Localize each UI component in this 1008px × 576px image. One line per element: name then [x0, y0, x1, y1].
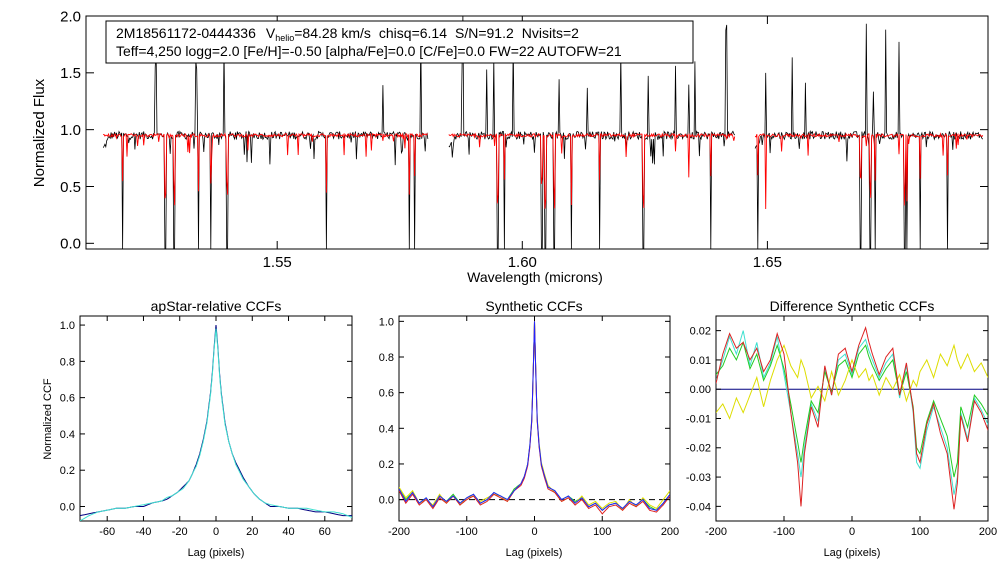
x-tick-label: -60 [99, 526, 115, 538]
vhelio-label: V [266, 25, 276, 41]
y-tick-label: 0.01 [690, 355, 711, 367]
apstar-ccf-frame [79, 315, 353, 522]
x-tick-label: 40 [282, 526, 294, 538]
x-tick-label: 60 [319, 526, 331, 538]
synthetic-ccf-frame [398, 315, 671, 522]
stellar-params-line: Teff=4,250 logg=2.0 [Fe/H]=-0.50 [alpha/… [116, 43, 622, 59]
y-tick-label: -0.01 [686, 413, 711, 425]
x-tick-label: 1.60 [508, 254, 537, 271]
y-tick-label: 1.0 [60, 122, 81, 139]
spectrum-ylabel: Normalized Flux [31, 78, 48, 187]
spectrum-xlabel: Wavelength (microns) [467, 269, 603, 285]
info-box-frame [105, 20, 694, 64]
spectrum-axes: 1.55 1.60 1.65 0.0 0.5 1.0 1.5 2.0 [60, 8, 988, 271]
x-tick-label: 100 [593, 526, 611, 538]
y-tick-label: 0.0 [60, 501, 75, 513]
snr-value: S/N=91.2 [455, 25, 514, 41]
apstar-ccf-panel: apStar-relative CCFs Lag (pixels) Normal… [42, 298, 353, 559]
synthetic-ccf-axes: -200 -100 0 100 200 0.0 0.2 0.4 0.6 0.8 1.0 [379, 316, 679, 538]
x-tick-label: 1.55 [263, 254, 292, 271]
difference-ccf-frame [715, 315, 989, 522]
chisq-value: chisq=6.14 [379, 25, 447, 41]
y-tick-label: -0.03 [686, 472, 711, 484]
ccf-series-red [399, 321, 670, 515]
x-tick-label: 200 [979, 526, 997, 538]
y-tick-label: 0.4 [379, 423, 394, 435]
vhelio-value: =84.28 km/s [294, 25, 371, 41]
y-tick-label: 0.02 [690, 326, 711, 338]
ccf-series-green [716, 340, 988, 478]
x-tick-label: 1.65 [753, 254, 782, 271]
y-tick-label: 0.00 [690, 384, 711, 396]
apstar-ccf-series [80, 325, 352, 521]
synthetic-ccf-xlabel: Lag (pixels) [506, 547, 563, 559]
y-tick-label: 0.5 [60, 179, 81, 196]
y-tick-label: 0.6 [60, 393, 75, 405]
x-tick-label: 100 [911, 526, 929, 538]
y-tick-label: 1.0 [379, 316, 394, 328]
x-tick-label: -40 [136, 526, 152, 538]
ccf-series-yellow [399, 321, 670, 512]
y-tick-label: 0.2 [379, 459, 394, 471]
y-tick-label: 2.0 [60, 8, 81, 25]
y-tick-label: 0.4 [60, 429, 75, 441]
spectrum-model-chip-3 [754, 132, 984, 210]
ccf-series-green [399, 321, 670, 511]
ccf-series-yellow [716, 343, 988, 420]
y-tick-label: 0.2 [60, 465, 75, 477]
synthetic-ccf-title: Synthetic CCFs [485, 298, 582, 314]
difference-ccf-axes: -200 -100 0 100 200 -0.04 -0.03 -0.02 -0.01 0.00 0… [686, 316, 997, 538]
ccf-series-red [716, 326, 988, 510]
spectrum-observed-chip-1 [102, 33, 429, 249]
x-tick-label: -20 [172, 526, 188, 538]
y-tick-label: 0.6 [379, 388, 394, 400]
x-tick-label: 20 [246, 526, 258, 538]
y-tick-label: 0.8 [379, 352, 394, 364]
x-tick-label: 0 [213, 526, 219, 538]
vhelio-subscript: helio [275, 33, 294, 43]
synthetic-ccf-series [399, 321, 670, 515]
ccf-series-cyan [716, 330, 988, 495]
y-tick-label: -0.04 [686, 501, 711, 513]
difference-ccf-panel: Difference Synthetic CCFs Lag (pixels) -… [686, 298, 997, 559]
x-tick-label: 0 [849, 526, 855, 538]
ccf-series-visit-1 [80, 325, 352, 517]
difference-ccf-xlabel: Lag (pixels) [824, 547, 881, 559]
y-tick-label: 1.5 [60, 65, 81, 82]
y-tick-label: -0.02 [686, 443, 711, 455]
spectrum-series [102, 16, 984, 249]
synthetic-ccf-panel: Synthetic CCFs Lag (pixels) -200 -100 0 100… [379, 298, 679, 559]
x-tick-label: -100 [773, 526, 795, 538]
y-tick-label: 1.0 [60, 320, 75, 332]
info-line-1: 2M18561172-0444336 Vhelio=84.28 km/s chisq… [116, 25, 579, 43]
apstar-ccf-title: apStar-relative CCFs [151, 298, 282, 314]
info-box: 2M18561172-0444336 Vhelio=84.28 km/s chisq… [105, 20, 694, 64]
x-tick-label: -200 [388, 526, 410, 538]
spectrum-model-chip-1 [103, 132, 428, 206]
apstar-ccf-ylabel: Normalized CCF [42, 378, 54, 460]
apstar-ccf-axes: -60 -40 -20 0 20 40 60 0.0 0.2 0.4 0.6 0.8 1.0 [60, 316, 352, 538]
x-tick-label: -100 [456, 526, 478, 538]
y-tick-label: 0.8 [60, 356, 75, 368]
difference-ccf-series [716, 326, 988, 510]
ccf-series-blue [399, 321, 670, 511]
nvisits-value: Nvisits=2 [522, 25, 579, 41]
spectrum-frame [85, 15, 989, 250]
apstar-ccf-xlabel: Lag (pixels) [188, 547, 245, 559]
star-id: 2M18561172-0444336 [116, 25, 256, 41]
ccf-series-visit-2 [80, 328, 352, 521]
y-tick-label: 0.0 [379, 495, 394, 507]
y-tick-label: 0.0 [60, 236, 81, 253]
spectrum-panel: 1.55 1.60 1.65 0.0 0.5 1.0 1.5 2.0 Wavelength (… [31, 8, 989, 285]
spectrum-model-chip-2 [448, 132, 736, 209]
x-tick-label: 0 [531, 526, 537, 538]
x-tick-label: 200 [661, 526, 679, 538]
x-tick-label: -200 [705, 526, 727, 538]
difference-ccf-title: Difference Synthetic CCFs [770, 298, 935, 314]
